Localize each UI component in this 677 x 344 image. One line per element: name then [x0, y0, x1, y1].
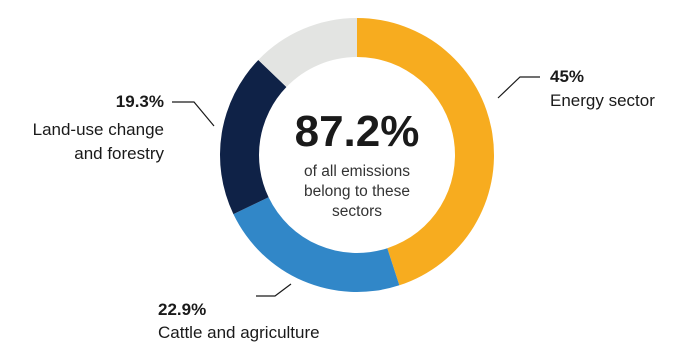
- slice-percent-cattle: 22.9%: [158, 300, 206, 319]
- center-caption-line-2: belong to these: [304, 183, 410, 200]
- callout-cattle: 22.9% Cattle and agriculture: [158, 284, 320, 342]
- slice-label-cattle: Cattle and agriculture: [158, 323, 320, 342]
- callout-energy-sector: 45% Energy sector: [498, 67, 655, 110]
- center-caption-line-1: of all emissions: [304, 163, 410, 180]
- slice-label-land-use-line-2: and forestry: [74, 144, 164, 163]
- slice-label-land-use-line-1: Land-use change: [33, 120, 164, 139]
- callout-land-use: 19.3% Land-use change and forestry: [33, 92, 214, 163]
- center-value: 87.2%: [295, 107, 420, 156]
- leader-line-land-use: [172, 102, 214, 126]
- slice-percent-land-use: 19.3%: [116, 92, 164, 111]
- leader-line-cattle: [256, 284, 291, 296]
- donut-slice-2: [220, 60, 286, 214]
- slice-percent-energy: 45%: [550, 67, 584, 86]
- center-caption-line-3: sectors: [332, 203, 382, 220]
- leader-line-energy: [498, 77, 540, 98]
- center-label: 87.2% of all emissions belong to these s…: [295, 107, 420, 220]
- slice-label-energy: Energy sector: [550, 91, 655, 110]
